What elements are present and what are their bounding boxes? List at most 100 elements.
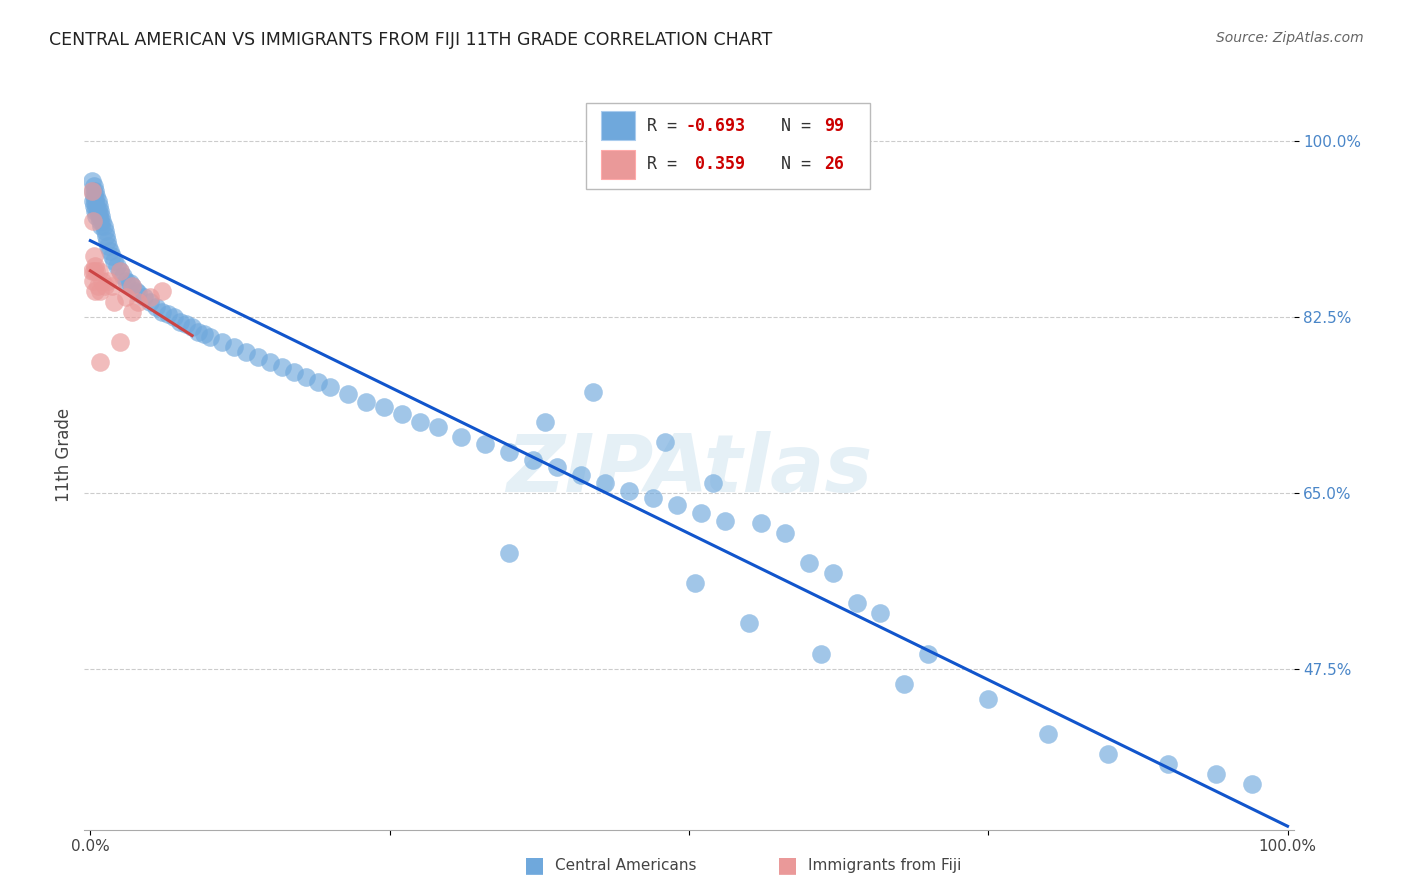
Point [150, 285, 173, 299]
Point [82, 194, 104, 208]
Text: Central Americans: Central Americans [555, 858, 697, 872]
Point [665, 498, 688, 512]
Point [690, 506, 713, 520]
Point [773, 525, 796, 540]
Text: -0.693: -0.693 [685, 117, 745, 135]
Point [93, 279, 115, 293]
Point [84, 204, 107, 219]
Bar [600, 150, 634, 178]
Text: 26: 26 [824, 155, 845, 173]
Point [246, 350, 269, 364]
Point [181, 319, 204, 334]
Point [498, 546, 520, 560]
Point [408, 415, 430, 429]
Point [569, 467, 592, 482]
Point [546, 460, 568, 475]
Point [83, 249, 105, 263]
Point [80, 174, 103, 188]
Point [87, 199, 110, 213]
Point [336, 387, 359, 401]
Text: Immigrants from Fiji: Immigrants from Fiji [808, 858, 962, 872]
Point [110, 264, 132, 278]
Point [354, 395, 377, 409]
Point [977, 691, 1000, 706]
Point [86, 194, 108, 208]
Point [702, 475, 724, 490]
Text: ■: ■ [524, 855, 544, 875]
Point [845, 596, 868, 610]
Text: N =: N = [762, 155, 821, 173]
Point [103, 254, 125, 268]
Point [121, 304, 143, 318]
Text: ■: ■ [778, 855, 797, 875]
Point [89, 355, 111, 369]
Point [83, 264, 105, 278]
Point [150, 304, 173, 318]
Point [82, 184, 104, 198]
Point [222, 340, 245, 354]
Point [84, 194, 107, 208]
Point [307, 375, 329, 389]
Point [187, 325, 209, 339]
Point [90, 219, 112, 233]
Point [86, 199, 108, 213]
Point [84, 184, 107, 198]
Point [84, 260, 107, 274]
Point [474, 437, 496, 451]
Point [115, 275, 138, 289]
Point [93, 219, 115, 233]
Point [145, 300, 167, 314]
Point [810, 647, 832, 661]
Point [917, 647, 939, 661]
Point [169, 315, 191, 329]
Point [797, 556, 820, 570]
Point [319, 380, 342, 394]
Point [98, 244, 121, 259]
Point [118, 277, 141, 291]
Point [82, 275, 104, 289]
Point [101, 279, 124, 293]
Point [125, 285, 148, 299]
Point [91, 275, 114, 289]
Point [89, 204, 111, 219]
Point [110, 334, 132, 349]
Point [1240, 777, 1263, 791]
Text: N =: N = [762, 117, 821, 135]
Point [84, 285, 107, 299]
Point [259, 355, 281, 369]
Point [97, 275, 120, 289]
Point [127, 286, 149, 301]
Point [683, 576, 706, 591]
Point [198, 330, 221, 344]
Point [83, 199, 105, 213]
Point [103, 294, 125, 309]
Point [97, 239, 120, 253]
Point [121, 279, 143, 293]
Text: R =: R = [647, 155, 686, 173]
Text: R =: R = [647, 117, 686, 135]
Text: 99: 99 [824, 117, 845, 135]
Point [893, 677, 915, 691]
Point [83, 178, 105, 193]
Point [235, 344, 257, 359]
Point [139, 294, 162, 309]
Point [211, 334, 233, 349]
Point [80, 264, 103, 278]
Point [738, 616, 761, 631]
Point [80, 184, 103, 198]
Point [295, 370, 318, 384]
Point [869, 607, 891, 621]
Point [426, 420, 449, 434]
Point [89, 214, 111, 228]
Text: Source: ZipAtlas.com: Source: ZipAtlas.com [1216, 31, 1364, 45]
Point [450, 430, 472, 444]
Point [534, 415, 557, 429]
Point [86, 189, 108, 203]
Point [83, 189, 105, 203]
Point [86, 279, 108, 293]
Point [582, 385, 605, 400]
Point [1036, 727, 1059, 741]
Point [174, 317, 197, 331]
Point [163, 310, 186, 324]
Point [111, 269, 134, 284]
